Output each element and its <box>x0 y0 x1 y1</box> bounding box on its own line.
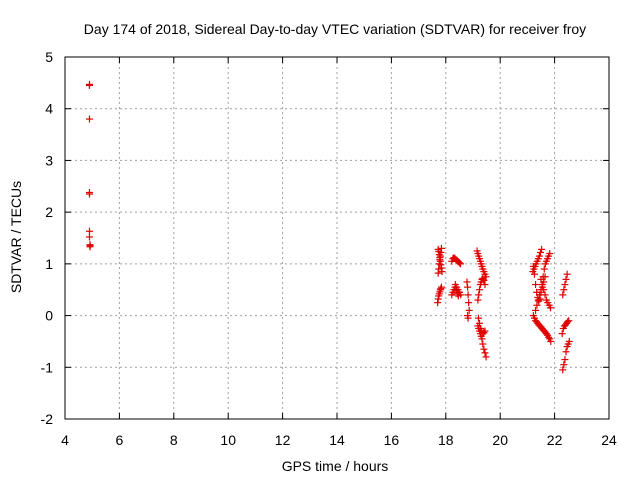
data-point <box>532 281 540 289</box>
data-point <box>474 296 482 304</box>
data-point <box>538 245 546 253</box>
data-point <box>474 314 482 322</box>
data-point <box>480 276 488 284</box>
data-point <box>562 348 570 356</box>
data-point <box>564 318 572 326</box>
data-point <box>565 317 573 325</box>
y-tick-label: -2 <box>41 411 54 427</box>
grid-lines <box>65 57 609 419</box>
x-tick-label: 6 <box>116 432 124 448</box>
x-tick-label: 4 <box>61 432 69 448</box>
data-point <box>562 275 570 283</box>
data-point <box>546 250 554 258</box>
data-point <box>540 278 548 286</box>
x-tick-label: 18 <box>438 432 454 448</box>
data-point <box>85 115 93 123</box>
data-point <box>481 349 489 357</box>
x-tick-label: 16 <box>384 432 400 448</box>
x-tick-label: 24 <box>601 432 617 448</box>
data-points <box>85 80 573 374</box>
data-point <box>480 329 488 337</box>
y-tick-label: 5 <box>45 49 53 65</box>
data-point <box>476 286 484 294</box>
data-point <box>565 337 573 345</box>
data-point <box>476 319 484 327</box>
data-point <box>558 330 566 338</box>
x-tick-label: 12 <box>275 432 291 448</box>
data-point <box>545 333 553 341</box>
data-point <box>85 190 93 198</box>
data-point <box>532 306 540 314</box>
chart-title: Day 174 of 2018, Sidereal Day-to-day VTE… <box>84 21 586 37</box>
data-point <box>542 330 550 338</box>
data-point <box>547 337 555 345</box>
y-axis-label: SDTVAR / TECUs <box>8 181 24 293</box>
data-point <box>482 353 490 361</box>
data-point <box>85 81 93 89</box>
data-point <box>561 281 569 289</box>
data-point <box>475 291 483 299</box>
x-tick-label: 14 <box>329 432 345 448</box>
data-point <box>533 301 541 309</box>
y-tick-label: 2 <box>45 204 53 220</box>
data-point <box>464 314 472 322</box>
x-tick-labels: 4 6 8 10 12 14 16 18 20 22 24 <box>61 432 617 448</box>
y-tick-label: 0 <box>45 308 53 324</box>
data-point <box>560 286 568 294</box>
data-point <box>464 291 472 299</box>
data-point <box>482 273 490 281</box>
data-point <box>559 291 567 299</box>
data-point <box>560 361 568 369</box>
plot-frame <box>64 56 610 420</box>
y-tick-label: 3 <box>45 152 53 168</box>
data-point <box>85 233 93 241</box>
data-point <box>455 259 463 267</box>
data-point <box>529 262 537 270</box>
data-point <box>479 340 487 348</box>
data-point <box>536 291 544 299</box>
x-tick-label: 22 <box>547 432 563 448</box>
data-point <box>561 356 569 364</box>
data-point <box>535 252 543 260</box>
data-point <box>530 270 538 278</box>
data-point <box>547 304 555 312</box>
data-point <box>563 270 571 278</box>
data-point <box>536 248 544 256</box>
data-point <box>481 327 489 335</box>
data-point <box>480 345 488 353</box>
data-point <box>86 243 94 251</box>
data-point <box>465 299 473 307</box>
data-point <box>465 306 473 314</box>
y-tick-label: 4 <box>45 101 53 117</box>
x-tick-label: 20 <box>492 432 508 448</box>
data-point <box>478 335 486 343</box>
data-point <box>540 265 548 273</box>
x-tick-label: 10 <box>220 432 236 448</box>
data-point <box>534 296 542 304</box>
data-point <box>559 366 567 374</box>
data-point <box>457 291 465 299</box>
y-tick-label: 1 <box>45 256 53 272</box>
data-point <box>538 283 546 291</box>
data-point <box>464 283 472 291</box>
data-point <box>437 283 445 291</box>
x-axis-label: GPS time / hours <box>282 458 389 474</box>
data-point <box>541 273 549 281</box>
y-tick-labels: -2 -1 0 1 2 3 4 5 <box>41 49 54 427</box>
data-point <box>456 260 464 268</box>
data-point <box>481 281 489 289</box>
y-tick-label: -1 <box>41 359 54 375</box>
data-point <box>437 244 445 252</box>
x-tick-label: 8 <box>170 432 178 448</box>
